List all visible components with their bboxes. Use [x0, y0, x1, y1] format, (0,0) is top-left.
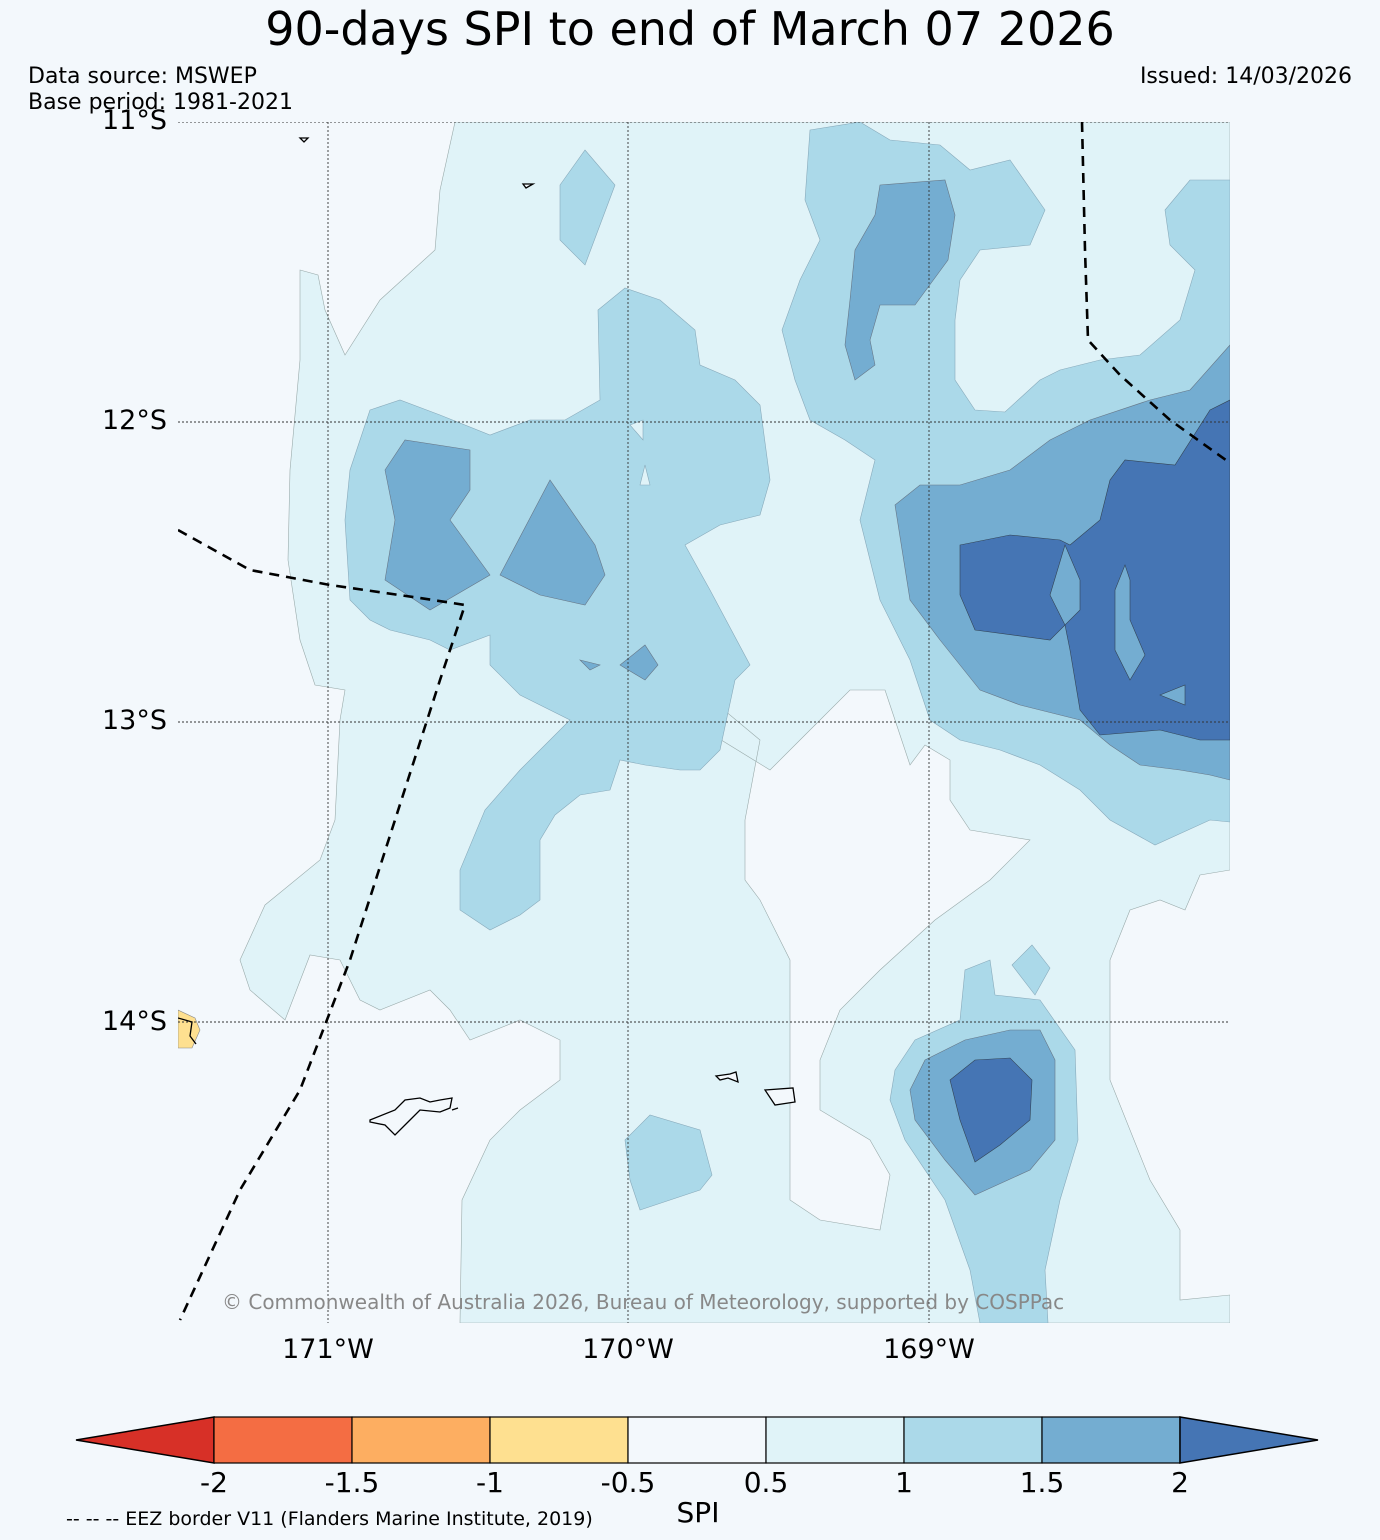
lat-label-13s: 13°S [102, 705, 167, 736]
map-title: 90-days SPI to end of March 07 2026 [265, 2, 1115, 56]
colorbar-segment-2 [351, 1416, 491, 1464]
graticule [178, 122, 1230, 1323]
copyright-notice: © Commonwealth of Australia 2026, Bureau… [222, 1290, 1065, 1314]
colorbar-tick: -0.5 [600, 1466, 656, 1499]
colorbar-segment-4 [627, 1416, 767, 1464]
lon-label-170w: 170°W [582, 1334, 674, 1365]
data-source-label: Data source: MSWEP [28, 64, 257, 89]
colorbar-segment-7 [1041, 1416, 1181, 1464]
colorbar-tick: -2 [200, 1466, 228, 1499]
eez-legend-note: -- -- -- EEZ border V11 (Flanders Marine… [66, 1508, 593, 1530]
colorbar-title: SPI [676, 1496, 720, 1529]
lat-label-12s: 12°S [102, 405, 167, 436]
spi-band-gt2 [949, 399, 1230, 1163]
spi-map [178, 122, 1230, 1323]
issued-date-label: Issued: 14/03/2026 [1139, 64, 1352, 89]
island-outlines [178, 137, 796, 1136]
colorbar-segment-1 [213, 1416, 353, 1464]
colorbar-segment-3 [489, 1416, 629, 1464]
colorbar-tick: -1.5 [324, 1466, 380, 1499]
base-period-label: Base period: 1981-2021 [28, 90, 293, 115]
colorbar-tick: 2 [1171, 1466, 1189, 1499]
lon-label-169w: 169°W [883, 1334, 975, 1365]
eez-border [178, 122, 1230, 1321]
colorbar-tick: 0.5 [743, 1466, 789, 1499]
colorbar-tick: 1 [895, 1466, 913, 1499]
lat-label-14s: 14°S [102, 1006, 167, 1037]
colorbar-tick: -1 [476, 1466, 504, 1499]
colorbar-extend-high [1179, 1416, 1319, 1464]
colorbar-segment-6 [903, 1416, 1043, 1464]
colorbar-segment-5 [765, 1416, 905, 1464]
lon-label-171w: 171°W [282, 1334, 374, 1365]
lat-label-11s: 11°S [102, 105, 167, 136]
colorbar-extend-low [75, 1416, 215, 1464]
colorbar-tick: 1.5 [1019, 1466, 1065, 1499]
